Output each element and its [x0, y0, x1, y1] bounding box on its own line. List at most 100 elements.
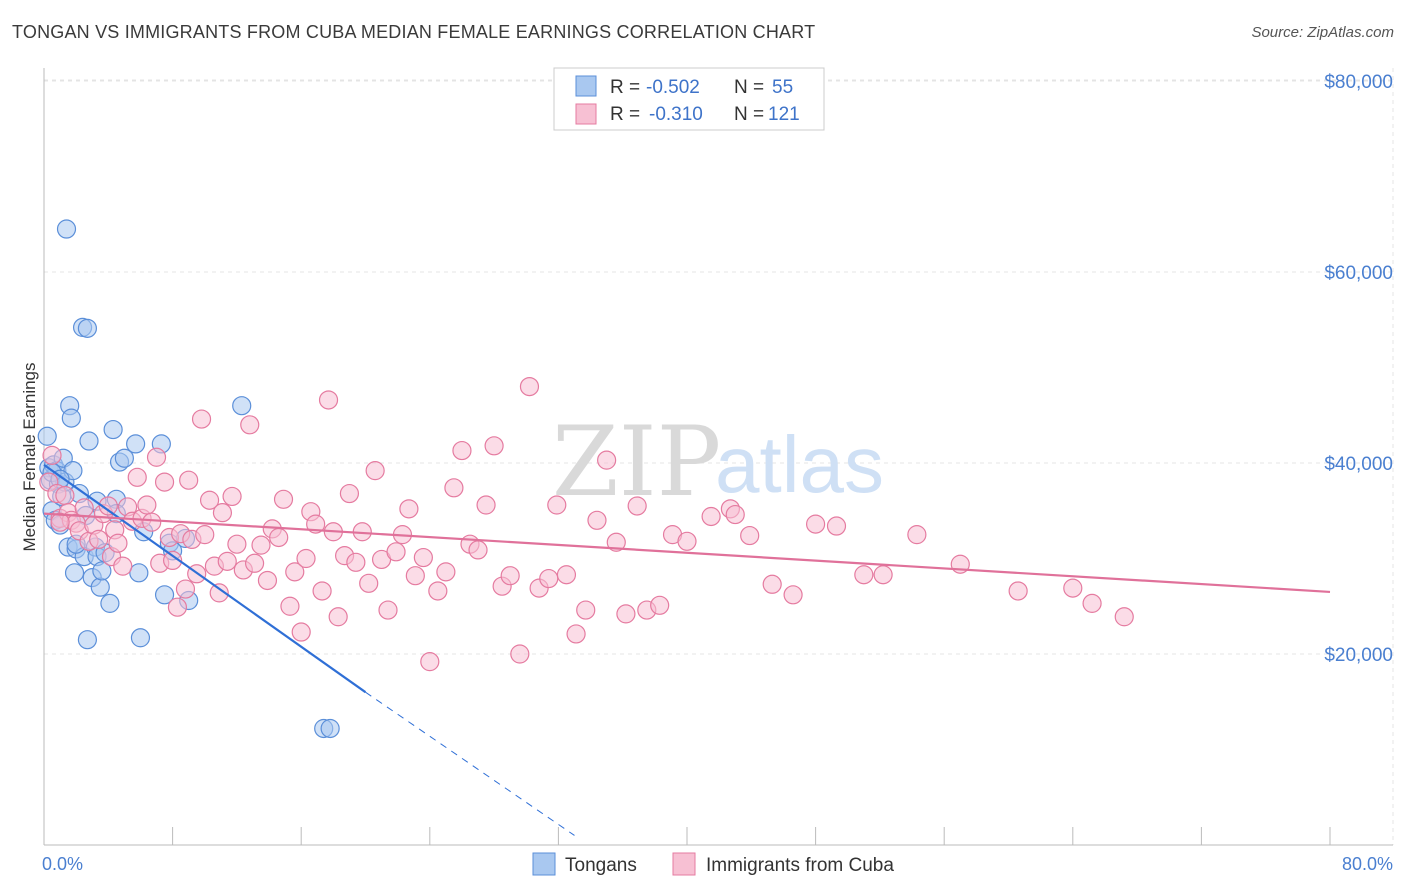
cuba-point-51	[269, 527, 289, 548]
legend-r-value-1: -0.502	[646, 77, 700, 98]
legend-n-label-1: N =	[734, 77, 764, 98]
legend-r-label-2: R =	[610, 104, 640, 125]
tongans-point-40	[154, 585, 175, 605]
stats-legend: R = -0.502 N = 55 R = -0.310 N = 121	[553, 67, 825, 131]
bottom-legend-swatch-cuba	[672, 852, 696, 876]
cuba-point-111	[854, 565, 874, 585]
cuba-point-93	[566, 624, 586, 644]
cuba-point-103	[677, 531, 697, 551]
cuba-point-110	[826, 516, 847, 536]
bottom-legend-label-cuba: Immigrants from Cuba	[706, 855, 894, 876]
tongans-trend-extension	[365, 691, 575, 836]
cuba-point-71	[386, 542, 406, 562]
cuba-point-96	[597, 450, 617, 470]
cuba-point-43	[222, 486, 242, 507]
cuba-point-75	[413, 547, 433, 568]
cuba-point-9	[74, 498, 94, 518]
cuba-point-108	[783, 585, 803, 605]
cuba-point-30	[167, 597, 188, 617]
tongans-point-28	[92, 561, 112, 581]
legend-r-value-2: -0.310	[649, 104, 703, 125]
cuba-point-91	[547, 495, 567, 515]
cuba-point-40	[209, 583, 229, 603]
tongans-point-0	[37, 426, 57, 446]
legend-n-value-2: 121	[768, 104, 800, 125]
tongans-point-37	[130, 628, 151, 648]
tongans-point-23	[79, 431, 99, 451]
cuba-point-12	[89, 529, 109, 550]
y-axis-title: Median Female Earnings	[20, 363, 39, 552]
y-tick-label-3: $80,000	[1324, 72, 1393, 93]
cuba-point-86	[500, 566, 520, 586]
cuba-point-120	[50, 512, 70, 532]
cuba-point-37	[195, 525, 215, 545]
cuba-point-112	[873, 565, 893, 585]
cuba-point-74	[405, 566, 425, 586]
cuba-point-107	[762, 574, 782, 594]
series-legend: Tongans Immigrants from Cuba	[532, 852, 894, 876]
cuba-point-70	[378, 600, 398, 620]
cuba-point-95	[587, 510, 607, 530]
cuba-point-79	[444, 478, 464, 498]
cuba-point-27	[154, 472, 175, 492]
cuba-point-94	[576, 600, 596, 620]
cuba-point-73	[399, 499, 419, 519]
cuba-point-42	[217, 551, 237, 571]
series-cuba	[39, 377, 1134, 672]
cuba-point-46	[240, 415, 260, 435]
cuba-point-1	[42, 445, 62, 465]
cuba-point-49	[257, 570, 278, 591]
source-label: Source: ZipAtlas.com	[1251, 24, 1394, 41]
bottom-legend-label-tongans: Tongans	[565, 855, 637, 876]
cuba-point-109	[805, 514, 826, 534]
cuba-point-83	[476, 495, 496, 515]
watermark-atlas: atlas	[715, 420, 884, 509]
cuba-point-56	[296, 548, 316, 569]
trend-lines	[43, 464, 1331, 836]
tongans-point-49	[77, 318, 98, 338]
cuba-point-41	[212, 503, 233, 523]
legend-swatch-tongans	[575, 75, 597, 97]
cuba-point-52	[273, 489, 294, 509]
tongans-point-14	[61, 408, 81, 428]
chart-title: TONGAN VS IMMIGRANTS FROM CUBA MEDIAN FE…	[12, 22, 816, 42]
cuba-point-87	[510, 644, 530, 664]
tongans-point-48	[56, 219, 77, 239]
cuba-point-53	[280, 596, 300, 616]
x-tick-label-min: 0.0%	[42, 854, 83, 874]
cuba-point-48	[251, 535, 271, 555]
cuba-point-118	[1114, 607, 1134, 627]
cuba-point-60	[318, 390, 339, 410]
y-tick-label-0: $20,000	[1324, 645, 1393, 666]
tongans-point-47	[320, 718, 340, 739]
cuba-point-117	[1082, 593, 1102, 613]
cuba-point-99	[627, 496, 647, 516]
cuba-point-88	[519, 377, 540, 397]
cuba-point-82	[468, 540, 488, 560]
tongans-point-36	[129, 563, 149, 583]
cuba-point-65	[346, 552, 366, 572]
cuba-point-116	[1063, 578, 1083, 598]
cuba-point-68	[365, 461, 385, 481]
legend-n-label-2: N =	[734, 104, 764, 125]
y-tick-label-2: $60,000	[1324, 263, 1393, 284]
cuba-point-24	[142, 512, 162, 532]
cuba-point-47	[244, 553, 265, 573]
cuba-point-59	[312, 581, 332, 601]
cuba-trend-line	[43, 512, 1331, 594]
cuba-point-113	[907, 525, 927, 545]
legend-r-label-1: R =	[610, 77, 640, 98]
cuba-point-64	[339, 483, 360, 504]
cuba-point-115	[1008, 581, 1028, 601]
tongans-point-31	[103, 419, 123, 440]
tongans-point-34	[114, 448, 134, 468]
cuba-point-76	[420, 652, 440, 672]
cuba-point-104	[701, 506, 721, 527]
cuba-point-90	[539, 568, 559, 589]
cuba-point-97	[606, 532, 626, 552]
y-tick-label-1: $40,000	[1324, 454, 1393, 475]
x-tick-marks	[43, 827, 1331, 845]
tongans-point-35	[126, 434, 146, 454]
cuba-point-78	[436, 562, 456, 582]
